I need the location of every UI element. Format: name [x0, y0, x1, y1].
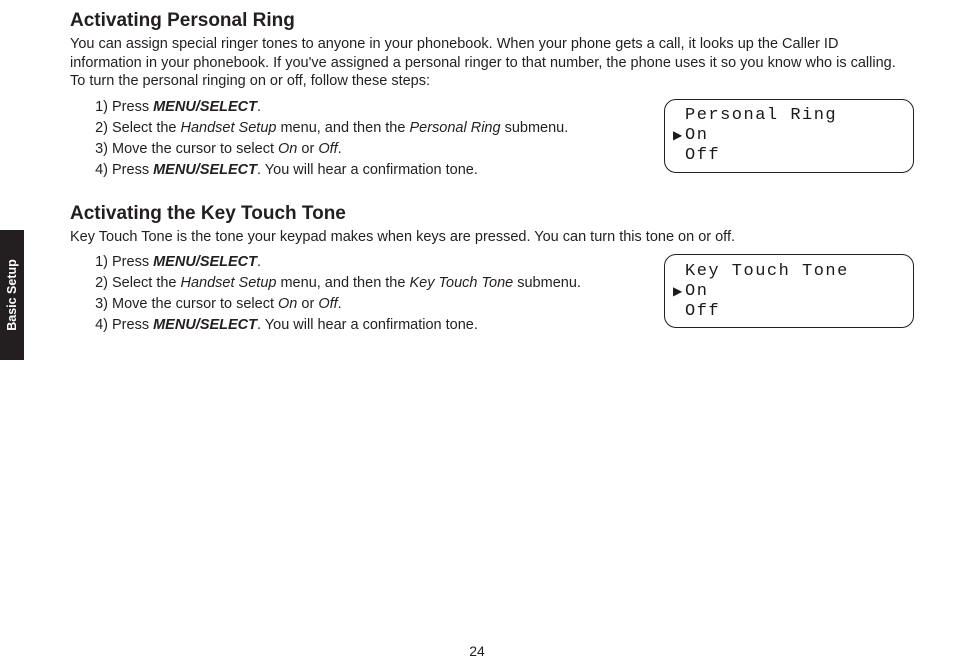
cursor-arrow-icon: ▶ — [673, 284, 685, 299]
side-tab: Basic Setup — [0, 230, 24, 360]
text: . — [257, 99, 261, 115]
option-off: Off — [318, 141, 337, 157]
option-on: On — [278, 296, 297, 312]
section1-steps: 1) Press MENU/SELECT. 2) Select the Hand… — [70, 97, 634, 181]
manual-page: Basic Setup Activating Personal Ring You… — [0, 0, 954, 671]
step-number: 3) — [90, 139, 112, 160]
submenu-name: Key Touch Tone — [409, 275, 513, 291]
step-number: 4) — [90, 315, 112, 336]
step-text: Move the cursor to select On or Off. — [112, 294, 634, 315]
text: Press — [112, 99, 153, 115]
lcd-title-row: Personal Ring — [673, 106, 903, 126]
menu-name: Handset Setup — [181, 275, 277, 291]
section1-step3: 3) Move the cursor to select On or Off. — [90, 139, 634, 160]
step-text: Press MENU/SELECT. — [112, 252, 634, 273]
lcd-title: Personal Ring — [685, 105, 837, 126]
text: . You will hear a confirmation tone. — [257, 317, 478, 333]
lcd-option-row: Off — [673, 146, 903, 166]
step-number: 1) — [90, 252, 112, 273]
step-text: Select the Handset Setup menu, and then … — [112, 273, 634, 294]
step-number: 2) — [90, 273, 112, 294]
section2: Activating the Key Touch Tone Key Touch … — [70, 203, 914, 337]
lcd-screen-key-touch-tone: Key Touch Tone ▶On Off — [664, 254, 914, 328]
step-text: Move the cursor to select On or Off. — [112, 139, 634, 160]
section2-heading: Activating the Key Touch Tone — [70, 203, 914, 225]
text: Move the cursor to select — [112, 141, 278, 157]
text: Move the cursor to select — [112, 296, 278, 312]
step-number: 1) — [90, 97, 112, 118]
menu-name: Handset Setup — [181, 120, 277, 136]
lcd-title-row: Key Touch Tone — [673, 261, 903, 281]
section2-step1: 1) Press MENU/SELECT. — [90, 252, 634, 273]
section1-step4: 4) Press MENU/SELECT. You will hear a co… — [90, 160, 634, 181]
step-text: Press MENU/SELECT. You will hear a confi… — [112, 160, 634, 181]
section2-body: 1) Press MENU/SELECT. 2) Select the Hand… — [70, 252, 914, 336]
text: menu, and then the — [276, 120, 409, 136]
section1-heading: Activating Personal Ring — [70, 10, 914, 32]
section2-step4: 4) Press MENU/SELECT. You will hear a co… — [90, 315, 634, 336]
lcd-option-on: On — [685, 281, 708, 302]
lcd-option-row: ▶On — [673, 281, 903, 301]
section2-steps: 1) Press MENU/SELECT. 2) Select the Hand… — [70, 252, 634, 336]
menu-select-label: MENU/SELECT — [153, 162, 257, 178]
text: Press — [112, 317, 153, 333]
text: Press — [112, 254, 153, 270]
text: . — [257, 254, 261, 270]
text: . You will hear a confirmation tone. — [257, 162, 478, 178]
lcd-title: Key Touch Tone — [685, 261, 849, 282]
step-number: 3) — [90, 294, 112, 315]
section1-step2: 2) Select the Handset Setup menu, and th… — [90, 118, 634, 139]
page-number: 24 — [0, 643, 954, 659]
lcd-screen-personal-ring: Personal Ring ▶On Off — [664, 99, 914, 173]
cursor-arrow-icon: ▶ — [673, 128, 685, 143]
section2-step2: 2) Select the Handset Setup menu, and th… — [90, 273, 634, 294]
menu-select-label: MENU/SELECT — [153, 99, 257, 115]
step-text: Press MENU/SELECT. — [112, 97, 634, 118]
menu-select-label: MENU/SELECT — [153, 317, 257, 333]
side-tab-label: Basic Setup — [5, 259, 19, 331]
text: Select the — [112, 120, 181, 136]
submenu-name: Personal Ring — [409, 120, 500, 136]
text: menu, and then the — [276, 275, 409, 291]
step-text: Select the Handset Setup menu, and then … — [112, 118, 634, 139]
option-on: On — [278, 141, 297, 157]
lcd-option-on: On — [685, 125, 708, 146]
text: Press — [112, 162, 153, 178]
lcd-option-row: Off — [673, 301, 903, 321]
text: submenu. — [501, 120, 569, 136]
text: . — [338, 141, 342, 157]
section1-step1: 1) Press MENU/SELECT. — [90, 97, 634, 118]
text: . — [338, 296, 342, 312]
section2-intro: Key Touch Tone is the tone your keypad m… — [70, 228, 914, 247]
text: or — [297, 296, 318, 312]
lcd-option-row: ▶On — [673, 126, 903, 146]
text: or — [297, 141, 318, 157]
step-number: 2) — [90, 118, 112, 139]
text: submenu. — [513, 275, 581, 291]
text: Select the — [112, 275, 181, 291]
lcd-option-off: Off — [685, 145, 720, 166]
lcd-option-off: Off — [685, 301, 720, 322]
section1-body: 1) Press MENU/SELECT. 2) Select the Hand… — [70, 97, 914, 181]
section1-intro: You can assign special ringer tones to a… — [70, 35, 914, 91]
option-off: Off — [318, 296, 337, 312]
menu-select-label: MENU/SELECT — [153, 254, 257, 270]
step-number: 4) — [90, 160, 112, 181]
step-text: Press MENU/SELECT. You will hear a confi… — [112, 315, 634, 336]
section2-step3: 3) Move the cursor to select On or Off. — [90, 294, 634, 315]
